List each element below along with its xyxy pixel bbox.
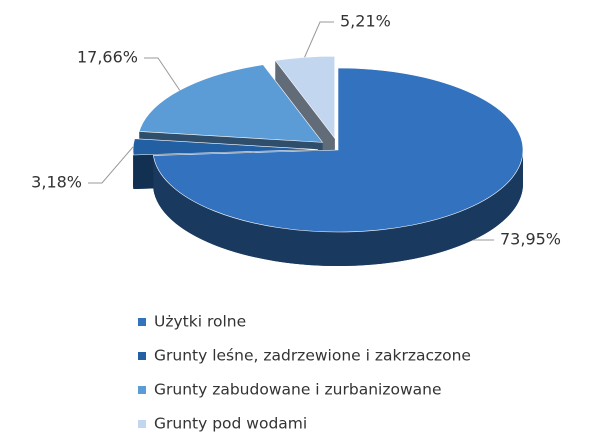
leader-line — [144, 57, 181, 91]
slice — [153, 67, 524, 267]
leader-line — [88, 146, 134, 184]
legend-marker — [138, 420, 146, 428]
slice-top — [274, 55, 336, 140]
data-label: 17,66% — [77, 48, 138, 67]
legend-label: Grunty pod wodami — [154, 415, 307, 433]
slice-top — [138, 64, 324, 143]
slice-top — [153, 67, 524, 233]
slice-top — [132, 138, 319, 156]
data-label: 3,18% — [31, 173, 82, 192]
legend-marker — [138, 318, 146, 326]
legend-label: Grunty leśne, zadrzewione i zakrzaczone — [154, 347, 471, 365]
data-label: 5,21% — [340, 12, 391, 31]
legend-marker — [138, 386, 146, 394]
legend-marker — [138, 352, 146, 360]
data-label: 73,95% — [500, 230, 561, 249]
legend-label: Użytki rolne — [154, 313, 246, 331]
slice-side — [153, 150, 524, 267]
leader-line — [304, 21, 334, 58]
legend-label: Grunty zabudowane i zurbanizowane — [154, 381, 441, 399]
